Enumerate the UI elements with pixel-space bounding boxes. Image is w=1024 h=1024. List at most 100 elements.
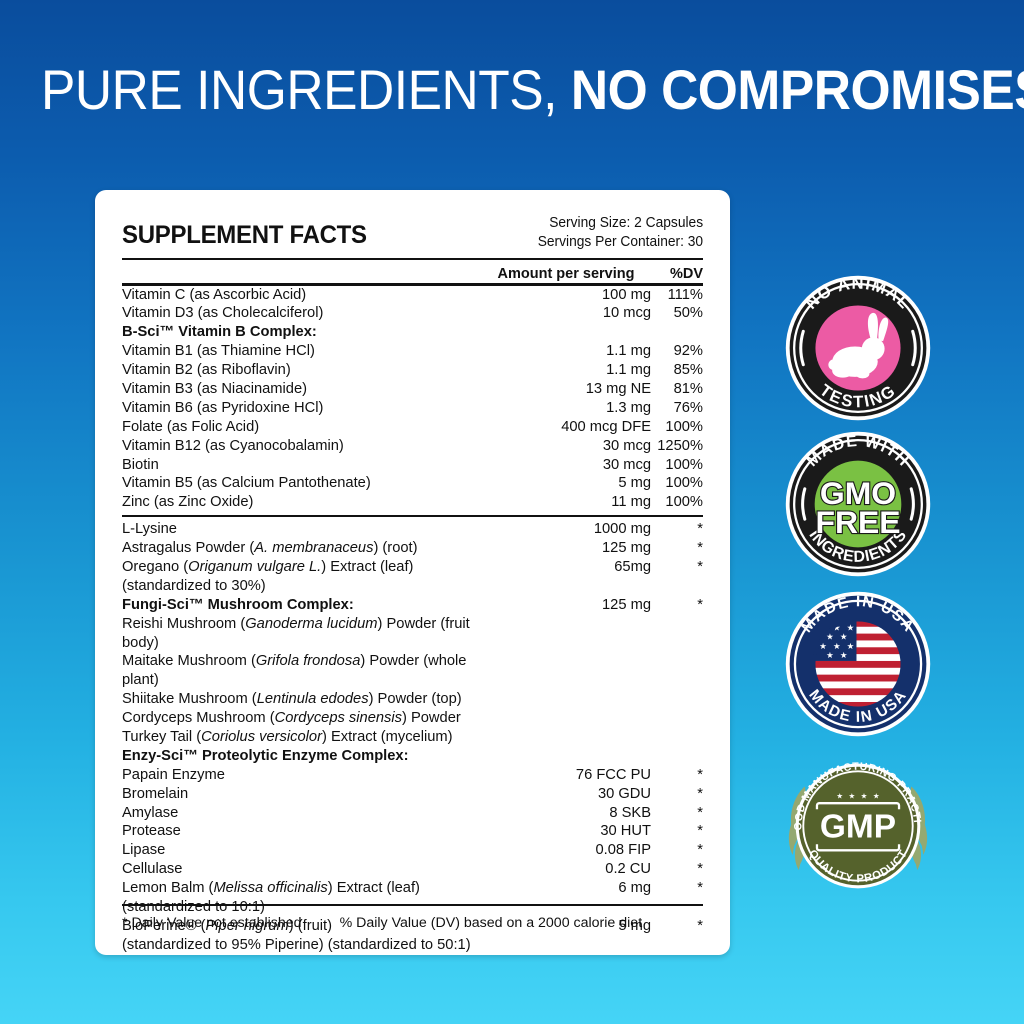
nutrient-daily-value bbox=[651, 690, 703, 709]
nutrient-daily-value: 1250% bbox=[657, 437, 703, 454]
nutrient-amount: 0.08 FIP bbox=[595, 842, 651, 859]
nutrient-name: Vitamin C (as Ascorbic Acid) bbox=[122, 286, 307, 303]
nutrient-name: Oregano (Origanum vulgare L.) Extract (l… bbox=[122, 558, 414, 594]
badge-gmo-center-line1: GMO bbox=[820, 475, 896, 511]
nutrient-amount: 1000 mg bbox=[593, 521, 651, 538]
headline-bold-part: NO COMPROMISES bbox=[570, 58, 1024, 121]
nutrient-amount bbox=[476, 323, 651, 342]
servings-per-container: Servings Per Container: 30 bbox=[537, 233, 703, 250]
nutrient-name: Vitamin D3 (as Cholecalciferol) bbox=[122, 305, 324, 322]
nutrient-name: Vitamin B12 (as Cyanocobalamin) bbox=[122, 437, 344, 454]
nutrient-daily-value: * bbox=[697, 766, 703, 783]
nutrient-amount bbox=[476, 652, 651, 690]
nutrients-table-secondary: L-Lysine 1000 mg * Astragalus Powder (A. me… bbox=[122, 520, 703, 954]
nutrient-daily-value bbox=[651, 728, 703, 747]
nutrient-daily-value bbox=[651, 615, 703, 653]
gmo-free-icon: GMO FREE bbox=[814, 474, 901, 541]
nutrient-amount bbox=[476, 709, 651, 728]
nutrient-name: B-Sci™ Vitamin B Complex: bbox=[122, 324, 317, 341]
nutrient-name: (standardized to 10:1) bbox=[122, 899, 265, 915]
svg-text:★: ★ bbox=[833, 623, 840, 633]
nutrient-name: Reishi Mushroom (Ganoderma lucidum) Powd… bbox=[122, 615, 470, 651]
rabbit-icon bbox=[828, 312, 889, 379]
badge-gmo-center-line2: FREE bbox=[815, 504, 900, 540]
nutrient-amount bbox=[476, 615, 651, 653]
nutrient-name: Vitamin B5 (as Calcium Pantothenate) bbox=[122, 475, 371, 492]
nutrient-name: Protease bbox=[122, 823, 181, 840]
nutrient-row: BioPerine® (Piper nigrum) (fruit) 5 mg * bbox=[122, 917, 703, 936]
svg-text:★: ★ bbox=[840, 632, 847, 642]
divider-top bbox=[122, 257, 703, 260]
nutrient-row: B-Sci™ Vitamin B Complex: bbox=[122, 323, 703, 342]
nutrient-daily-value: 100% bbox=[665, 494, 703, 511]
nutrient-row: Vitamin B2 (as Riboflavin) 1.1 mg 85% bbox=[122, 361, 703, 380]
nutrient-amount: 5 mg bbox=[618, 475, 651, 492]
nutrient-amount bbox=[476, 728, 651, 747]
nutrient-row: Folate (as Folic Acid) 400 mcg DFE 100% bbox=[122, 418, 703, 437]
supplement-facts-panel: SUPPLEMENT FACTS Serving Size: 2 Capsule… bbox=[95, 190, 730, 955]
nutrient-amount: 5 mg bbox=[618, 917, 651, 934]
nutrient-amount: 6 mg bbox=[618, 880, 651, 897]
nutrient-amount: 1.1 mg bbox=[606, 343, 651, 360]
nutrient-amount: 11 mg bbox=[611, 494, 651, 511]
svg-text:★: ★ bbox=[847, 623, 854, 633]
amount-column-header: Amount per serving bbox=[497, 265, 635, 282]
nutrient-amount: 100 mg bbox=[602, 286, 651, 303]
badge-gmo-free: MADE WITH INGREDIENTS GMO FREE bbox=[782, 428, 934, 580]
nutrient-daily-value: * bbox=[697, 823, 703, 840]
footnote-row: * Daily Value not established % Daily Va… bbox=[122, 904, 703, 931]
badge-cruelty-free: NO ANIMAL TESTING bbox=[782, 272, 934, 424]
nutrient-amount: 30 mcg bbox=[602, 437, 651, 454]
nutrient-amount: 30 GDU bbox=[597, 785, 651, 802]
nutrient-name: Cellulase bbox=[122, 861, 183, 878]
nutrient-row: Lipase 0.08 FIP * bbox=[122, 841, 703, 860]
nutrient-daily-value: 76% bbox=[673, 399, 703, 416]
nutrient-row: Vitamin B6 (as Pyridoxine HCl) 1.3 mg 76% bbox=[122, 399, 703, 418]
nutrient-daily-value: 100% bbox=[665, 475, 703, 492]
nutrient-name: Vitamin B2 (as Riboflavin) bbox=[122, 362, 291, 379]
nutrient-row: Reishi Mushroom (Ganoderma lucidum) Powd… bbox=[122, 615, 703, 653]
nutrient-amount: 1.1 mg bbox=[606, 362, 651, 379]
nutrient-amount: 1.3 mg bbox=[606, 399, 651, 416]
nutrient-row: Shiitake Mushroom (Lentinula edodes) Pow… bbox=[122, 690, 703, 709]
serving-info: Serving Size: 2 Capsules Servings Per Co… bbox=[538, 214, 703, 251]
nutrient-name: BioPerine® (Piper nigrum) (fruit) bbox=[122, 917, 332, 934]
footnote-daily-value-basis: % Daily Value (DV) based on a 2000 calor… bbox=[339, 915, 643, 931]
nutrient-amount: 0.2 CU bbox=[605, 861, 651, 878]
panel-title: SUPPLEMENT FACTS bbox=[122, 221, 367, 249]
nutrient-name: (standardized to 95% Piperine) (standard… bbox=[122, 936, 471, 953]
nutrient-daily-value: * bbox=[697, 521, 703, 538]
nutrient-name: Papain Enzyme bbox=[122, 766, 225, 783]
nutrient-name: Vitamin B3 (as Niacinamide) bbox=[122, 380, 308, 397]
svg-text:★: ★ bbox=[847, 641, 854, 651]
serving-size: Serving Size: 2 Capsules bbox=[549, 215, 703, 231]
nutrient-amount: 30 mcg bbox=[602, 456, 651, 473]
svg-text:★: ★ bbox=[826, 632, 833, 642]
nutrient-row: Maitake Mushroom (Grifola frondosa) Powd… bbox=[122, 652, 703, 690]
svg-text:★: ★ bbox=[873, 792, 880, 801]
nutrient-row: (standardized to 10:1) bbox=[122, 898, 703, 917]
nutrient-daily-value: 92% bbox=[673, 343, 703, 360]
nutrient-name: Bromelain bbox=[122, 785, 189, 802]
nutrient-name: Zinc (as Zinc Oxide) bbox=[122, 494, 254, 511]
divider-footnote bbox=[122, 904, 703, 906]
nutrient-row: Vitamin B1 (as Thiamine HCl) 1.1 mg 92% bbox=[122, 342, 703, 361]
nutrient-row: Enzy-Sci™ Proteolytic Enzyme Complex: bbox=[122, 747, 703, 766]
nutrient-amount: 8 SKB bbox=[609, 804, 651, 821]
nutrient-name: Enzy-Sci™ Proteolytic Enzyme Complex: bbox=[122, 747, 409, 764]
nutrient-name: Astragalus Powder (A. membranaceus) (roo… bbox=[122, 540, 418, 557]
nutrient-daily-value: * bbox=[697, 917, 703, 934]
nutrient-daily-value: * bbox=[697, 540, 703, 557]
nutrient-row: (standardized to 95% Piperine) (standard… bbox=[122, 936, 703, 955]
nutrient-row: Papain Enzyme 76 FCC PU * bbox=[122, 766, 703, 785]
svg-text:★: ★ bbox=[833, 641, 840, 651]
nutrient-name: Amylase bbox=[122, 804, 179, 821]
nutrient-daily-value bbox=[651, 709, 703, 728]
nutrient-row: Oregano (Origanum vulgare L.) Extract (l… bbox=[122, 558, 703, 596]
nutrient-amount: 76 FCC PU bbox=[575, 766, 651, 783]
nutrient-name: Fungi-Sci™ Mushroom Complex: bbox=[122, 596, 354, 613]
nutrient-daily-value bbox=[651, 652, 703, 690]
nutrient-row: Bromelain 30 GDU * bbox=[122, 785, 703, 804]
nutrient-daily-value: 50% bbox=[673, 305, 703, 322]
nutrient-row: Cellulase 0.2 CU * bbox=[122, 860, 703, 879]
